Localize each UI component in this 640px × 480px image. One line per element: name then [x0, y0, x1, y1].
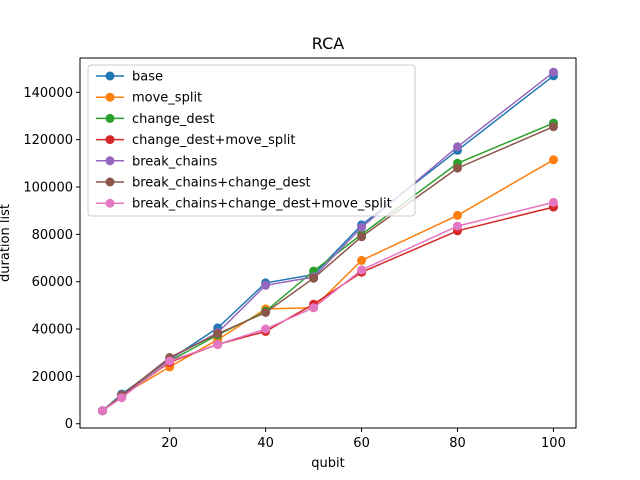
legend-label: break_chains+change_dest [132, 176, 311, 191]
legend-marker [105, 92, 115, 102]
legend-label: break_chains [132, 154, 218, 169]
series-layer [98, 67, 558, 416]
data-point [357, 222, 367, 232]
series-line [102, 201, 554, 412]
legend-entry: break_chains [96, 154, 218, 169]
legend-frame [87, 64, 416, 217]
data-point [213, 339, 223, 349]
plot-frame [79, 57, 577, 429]
y-axis: 0 20000 40000 60000 80000 100000 120000 140000 [23, 86, 80, 432]
x-tick-label: 60 [353, 436, 370, 451]
y-tick-label: 60000 [32, 275, 73, 290]
data-point [261, 280, 271, 290]
data-point [549, 155, 558, 165]
legend-entry: break_chains+change_dest+move_split [96, 197, 392, 212]
data-point [453, 163, 462, 173]
data-point [453, 210, 462, 220]
data-point [309, 303, 319, 313]
data-point [549, 67, 558, 77]
data-point [453, 142, 462, 152]
data-point [261, 324, 271, 334]
legend-label: base [132, 70, 163, 85]
series-change_dest+move_split [98, 202, 558, 416]
data-point [98, 406, 107, 416]
y-tick-label: 140000 [23, 86, 73, 101]
legend-label: move_split [132, 91, 202, 106]
x-tick-label: 80 [449, 436, 466, 451]
legend-marker [105, 135, 115, 145]
data-point [549, 197, 558, 207]
y-tick-label: 0 [65, 417, 73, 432]
y-tick-label: 120000 [23, 133, 73, 148]
x-axis: 20 40 60 80 100 [161, 428, 566, 451]
series-break_chains+change_dest+move_split [98, 197, 558, 416]
legend: base move_split change_dest change_dest+mov… [87, 64, 416, 217]
legend-marker [105, 177, 115, 187]
x-tick-label: 100 [541, 436, 566, 451]
legend-marker [105, 71, 115, 81]
data-point [357, 255, 367, 265]
data-point [453, 221, 462, 231]
y-tick-label: 40000 [32, 323, 73, 338]
data-point [357, 265, 367, 275]
y-tick-label: 80000 [32, 228, 73, 243]
data-point [117, 393, 127, 403]
legend-entry: change_dest [96, 112, 214, 127]
x-axis-title: qubit [311, 456, 344, 471]
legend-entry: change_dest+move_split [96, 133, 296, 148]
legend-label: change_dest [132, 112, 214, 127]
chart-title: RCA [312, 34, 344, 53]
legend-marker [105, 156, 115, 166]
data-point [309, 273, 319, 283]
legend-label: change_dest+move_split [132, 133, 296, 148]
data-point [261, 308, 271, 317]
x-tick-label: 20 [161, 436, 178, 451]
data-point [213, 329, 223, 339]
data-point [549, 122, 558, 132]
data-point [165, 356, 175, 366]
legend-entry: break_chains+change_dest [96, 176, 311, 191]
y-tick-label: 20000 [32, 370, 73, 385]
legend-marker [105, 113, 115, 123]
y-axis-title: duration list [0, 204, 13, 282]
y-tick-label: 100000 [23, 181, 73, 196]
data-point [357, 232, 367, 242]
legend-entry: base [96, 70, 163, 85]
legend-marker [105, 198, 115, 208]
legend-entry: move_split [96, 91, 202, 106]
series-line [102, 206, 554, 412]
legend-label: break_chains+change_dest+move_split [132, 197, 392, 212]
x-tick-label: 40 [257, 436, 274, 451]
